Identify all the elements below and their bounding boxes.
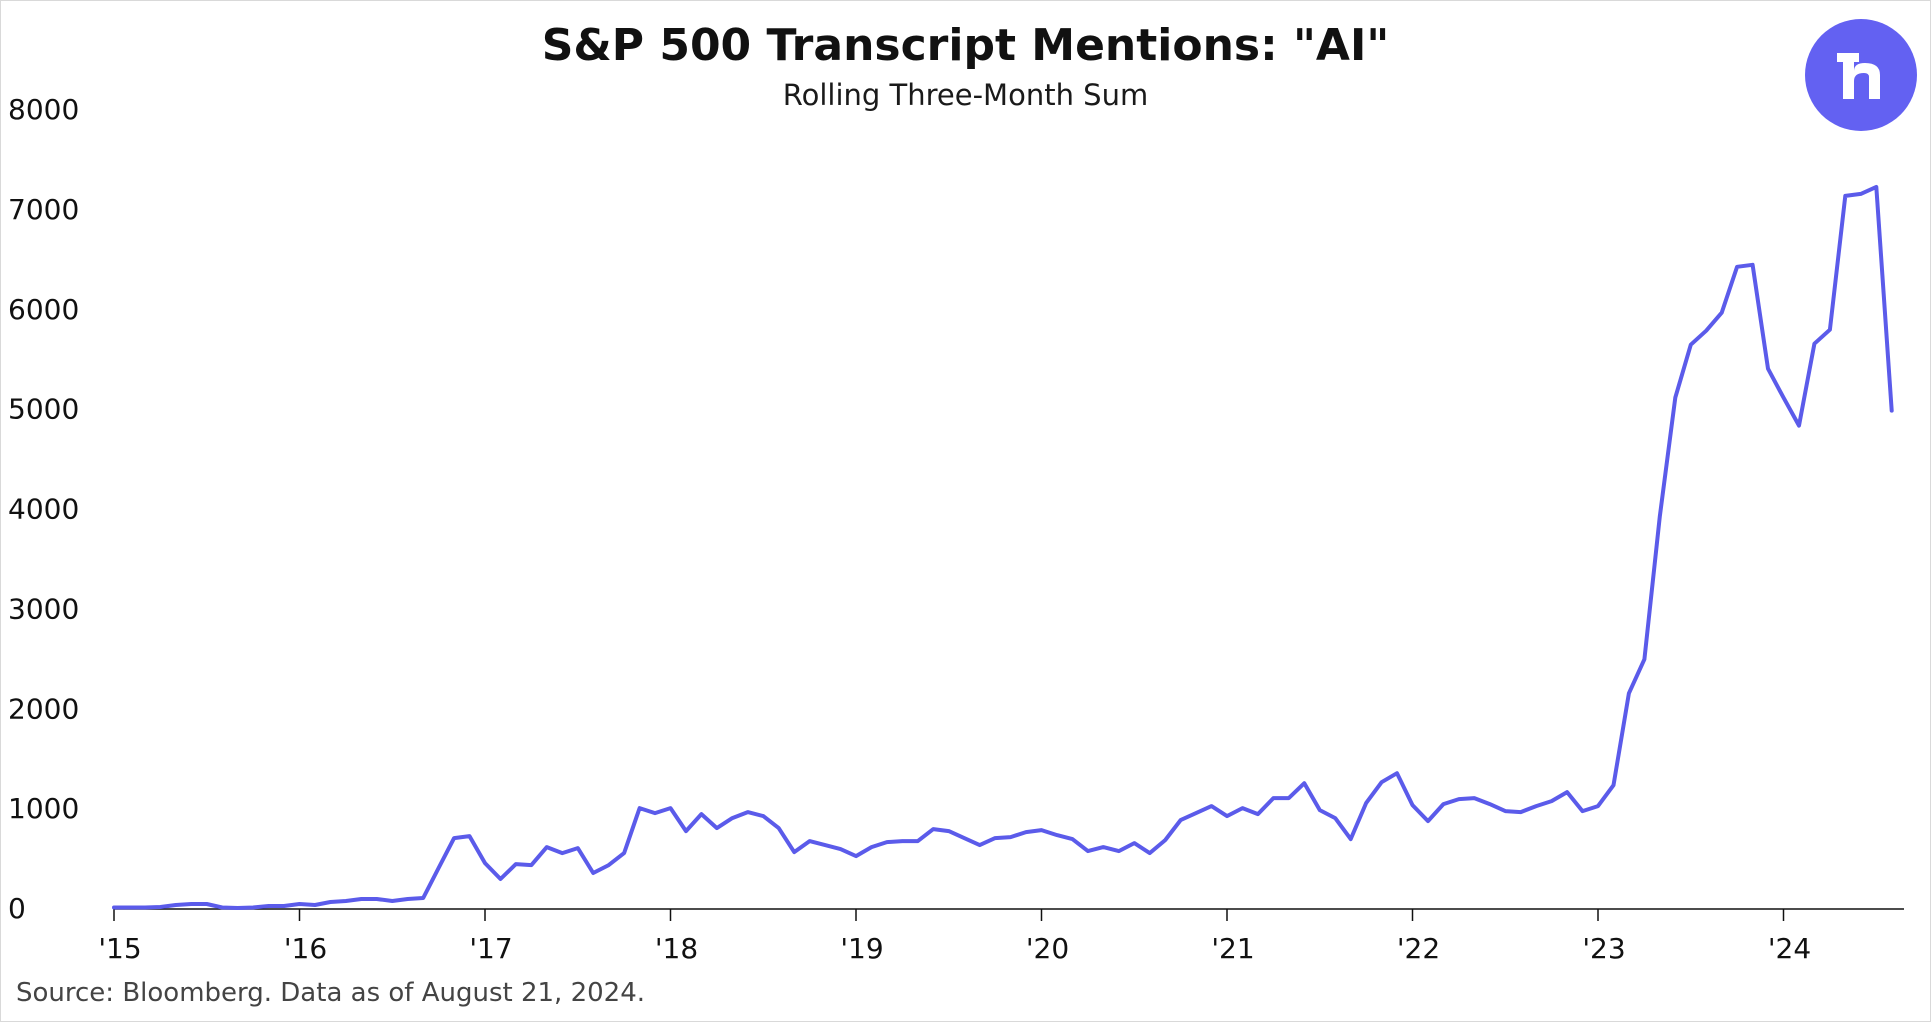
- y-tick-label: 3000: [8, 592, 79, 625]
- y-tick-label: 4000: [8, 493, 79, 526]
- y-axis: 0 1000 2000 3000 4000 5000 6000 7000 8000: [8, 93, 79, 925]
- x-tick-label: '18: [655, 932, 698, 965]
- x-tick-label: '22: [1397, 932, 1440, 965]
- logo-stem: [1843, 53, 1854, 99]
- y-tick-label: 5000: [8, 393, 79, 426]
- x-axis: '15 '16 '17 '18 '19 '20 '21 '22 '23 '24: [98, 908, 1904, 965]
- x-tick-label: '19: [840, 932, 883, 965]
- y-tick-label: 2000: [8, 692, 79, 725]
- logo-arc: [1854, 63, 1880, 99]
- logo-circle: [1805, 19, 1917, 131]
- logo-bar: [1837, 53, 1859, 62]
- y-tick-label: 8000: [8, 93, 79, 126]
- source-note: Source: Bloomberg. Data as of August 21,…: [16, 978, 646, 1008]
- series-line: [112, 184, 1894, 910]
- x-tick-label: '15: [98, 932, 141, 965]
- chart-title: S&P 500 Transcript Mentions: "AI": [541, 20, 1390, 71]
- x-tick-label: '16: [284, 932, 327, 965]
- brand-logo-icon: [1805, 19, 1917, 131]
- y-tick-label: 7000: [8, 193, 79, 226]
- x-tick-label: '20: [1026, 932, 1069, 965]
- y-tick-label: 1000: [8, 792, 79, 825]
- y-tick-label: 0: [8, 892, 26, 925]
- y-tick-label: 6000: [8, 293, 79, 326]
- x-tick-label: '24: [1768, 932, 1811, 965]
- x-tick-label: '17: [469, 932, 512, 965]
- x-tick-label: '21: [1211, 932, 1254, 965]
- chart-subtitle: Rolling Three-Month Sum: [782, 78, 1149, 112]
- x-tick-label: '23: [1582, 932, 1625, 965]
- series-layer: [112, 184, 1894, 910]
